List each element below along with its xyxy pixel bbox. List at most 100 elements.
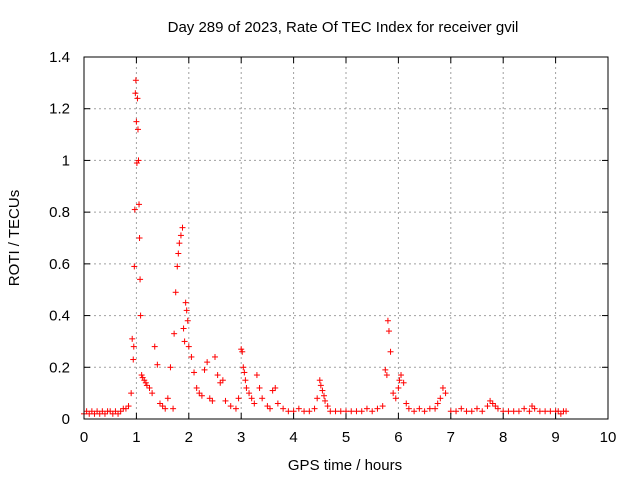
data-point [529,403,536,410]
data-point [159,403,166,410]
y-tick-label: 1.4 [49,49,70,66]
y-tick-label: 1 [62,152,70,169]
data-point [324,403,331,410]
data-point [171,330,178,337]
data-point [128,390,135,397]
data-point [182,299,189,306]
data-point [542,408,549,415]
data-point [135,157,142,164]
data-point [146,384,153,391]
data-point [547,408,554,415]
data-point [212,353,218,360]
data-point [383,372,390,379]
data-point [474,405,480,412]
data-point [322,397,329,404]
data-point [88,408,95,415]
data-point [311,405,318,412]
data-point [416,405,423,412]
data-point [387,348,394,355]
data-point [198,392,205,399]
data-point [363,405,370,412]
data-point [134,95,141,102]
data-point [138,372,145,379]
data-point [515,408,522,415]
data-point [272,384,279,391]
chart-title: Day 289 of 2023, Rate Of TEC Index for r… [168,19,519,36]
data-point [384,317,391,324]
x-tick-label: 7 [447,429,455,446]
data-point [131,263,138,270]
data-point [259,395,266,402]
data-point [142,379,149,386]
data-point [185,343,192,350]
data-point [256,384,263,391]
y-tick-label: 0.6 [49,256,70,273]
data-point [204,359,211,366]
data-point [183,307,190,314]
data-point [251,400,258,407]
y-tick-label: 0.2 [49,359,70,376]
data-point [94,408,101,415]
data-point [494,405,501,412]
y-tick-labels: 0 0.2 0.4 0.6 0.8 1 1.2 1.4 [49,49,70,428]
data-point [468,408,475,415]
data-point [201,366,208,373]
data-point [487,397,494,404]
data-point [248,395,255,402]
data-point [132,77,139,84]
x-tick-label: 4 [289,429,297,446]
data-point [392,395,399,402]
data-point [395,384,402,391]
data-point [109,410,116,417]
data-point [385,328,392,335]
data-point [489,400,496,407]
data-point [398,372,405,379]
data-point [400,379,407,386]
data-point [274,400,281,407]
data-point [191,369,198,376]
data-point [557,410,564,417]
x-tick-label: 8 [499,429,507,446]
data-point [403,400,410,407]
data-point [505,408,512,415]
data-point [353,408,360,415]
x-tick-label: 10 [600,429,617,446]
data-point [162,405,169,412]
data-point [390,390,397,397]
data-point [526,408,533,415]
data-point [180,325,187,332]
data-point [240,364,247,371]
data-point [267,405,274,412]
data-point [99,408,106,415]
data-point [396,377,403,384]
data-point [217,379,224,386]
y-tick-label: 0 [62,411,70,428]
data-point [167,364,174,371]
x-tick-label: 0 [80,429,88,446]
data-point [269,387,276,394]
data-point [463,408,470,415]
data-point [432,405,439,412]
data-point [134,126,141,133]
data-point [179,224,186,231]
data-point [154,361,161,368]
data-point [280,405,287,412]
data-point [184,317,191,324]
x-axis-label: GPS time / hours [288,457,402,474]
x-tick-label: 6 [394,429,402,446]
data-point [91,410,98,417]
data-point [243,384,250,391]
x-tick-labels: 0 1 2 3 4 5 6 7 8 9 10 [80,429,617,446]
data-point [510,408,517,415]
data-point [143,382,150,389]
data-point [107,408,114,415]
data-point [332,408,339,415]
data-point [188,353,195,360]
data-point [130,356,137,363]
data-point [242,377,249,384]
data-point [426,405,433,412]
y-tick-label: 1.2 [49,101,70,118]
data-point [206,395,213,402]
data-point [492,403,499,410]
